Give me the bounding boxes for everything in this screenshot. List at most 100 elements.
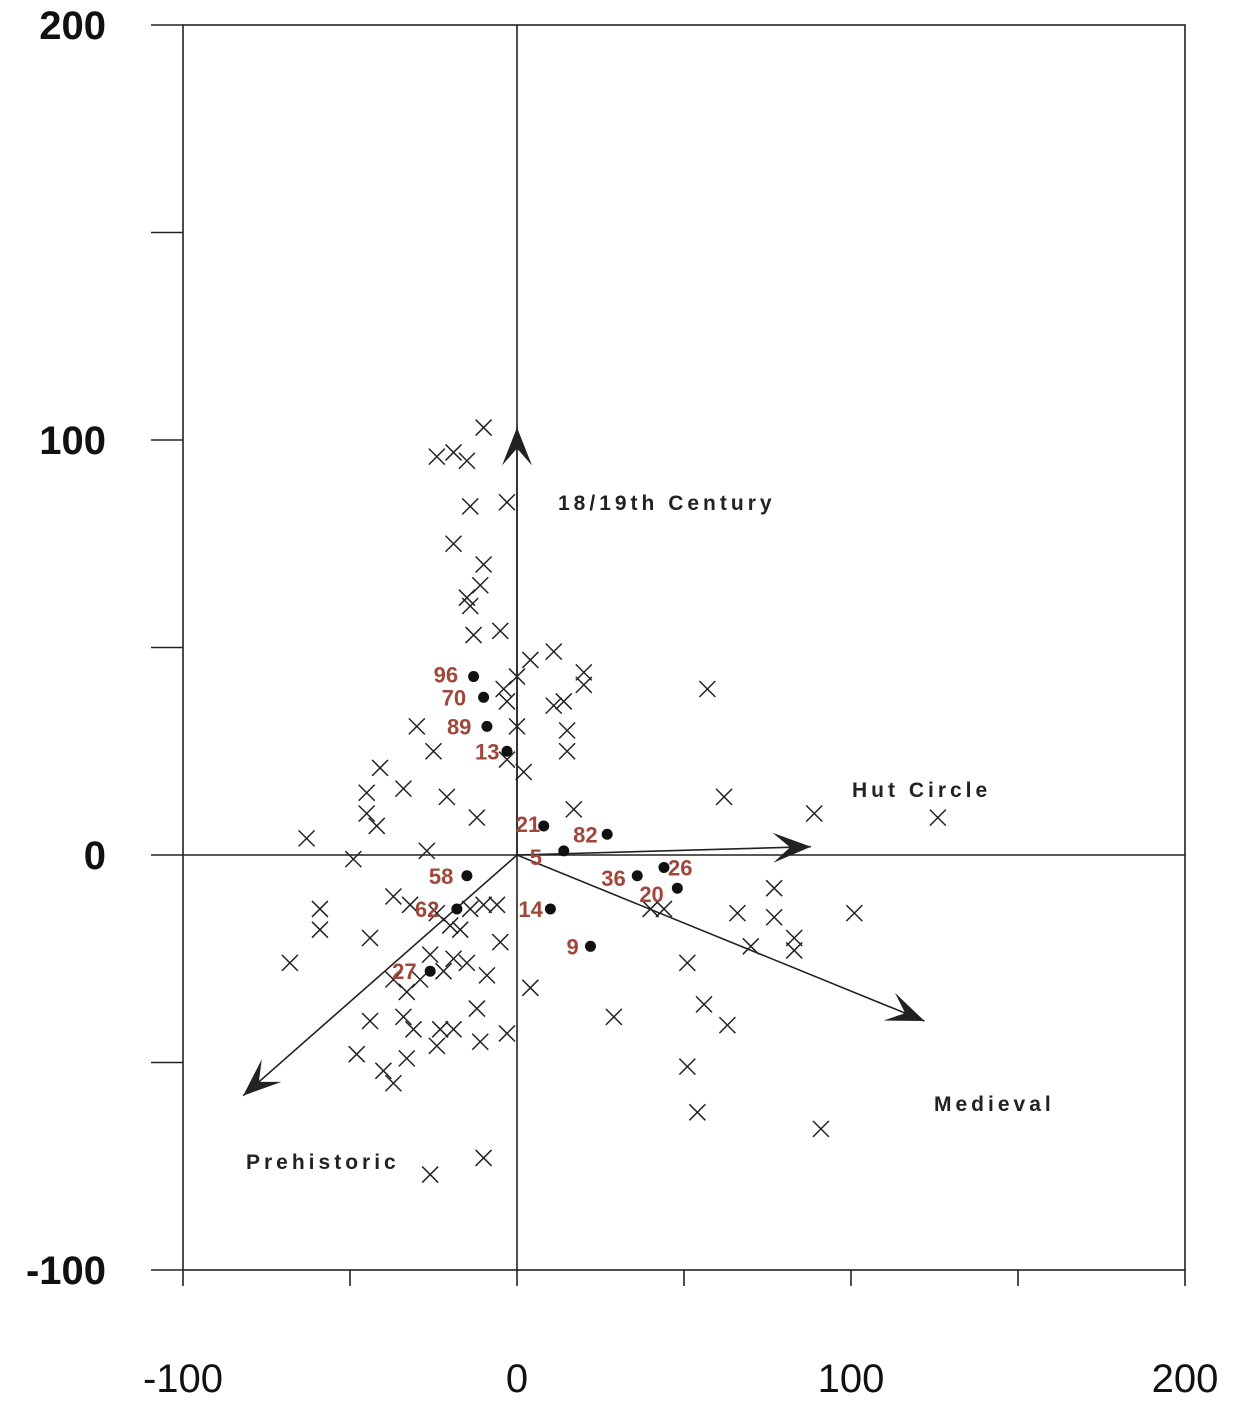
tick-labels: -100 0 100 200 200 100 0 -100 xyxy=(26,4,1218,1401)
cross-marker xyxy=(461,497,479,515)
cross-marker xyxy=(311,921,329,939)
cross-marker xyxy=(698,680,716,698)
plot-frame xyxy=(182,24,1186,1271)
cross-stroke xyxy=(458,589,476,607)
biplot-vectors: 18/19th Century Hut Circle Medieval Prehist… xyxy=(242,427,1051,1174)
cross-marker xyxy=(451,921,469,939)
cross-marker xyxy=(358,804,376,823)
cross-stroke xyxy=(475,419,493,437)
cross-marker xyxy=(695,995,713,1013)
cross-marker xyxy=(785,941,803,959)
cross-stroke xyxy=(465,626,483,644)
cross-marker xyxy=(742,937,760,955)
point-label: 20 xyxy=(639,882,663,907)
x-tick-label: -100 xyxy=(143,1357,223,1401)
cross-marker xyxy=(401,896,419,914)
cross-stroke xyxy=(498,692,516,710)
cross-marker xyxy=(421,946,439,964)
cross-marker xyxy=(468,809,486,827)
cross-stroke xyxy=(371,759,389,777)
cross-marker xyxy=(555,692,573,710)
point-dot xyxy=(538,820,550,832)
point-label: 14 xyxy=(518,897,543,922)
cross-marker xyxy=(398,1049,416,1067)
cross-stroke xyxy=(521,651,539,669)
y-tick-label: -100 xyxy=(26,1249,106,1293)
cross-stroke xyxy=(468,1000,486,1018)
cross-stroke xyxy=(478,966,496,984)
cross-stroke xyxy=(558,742,576,760)
cross-stroke xyxy=(805,804,823,823)
cross-stroke xyxy=(445,535,463,553)
cross-stroke xyxy=(642,900,660,918)
point-dot xyxy=(478,691,490,703)
cross-stroke xyxy=(434,962,453,980)
cross-marker xyxy=(558,742,576,760)
y-tick-label: 0 xyxy=(84,834,106,878)
vector-label: Hut Circle xyxy=(852,779,991,802)
cross-stroke xyxy=(471,1033,489,1051)
cross-marker xyxy=(475,1149,493,1167)
cross-marker xyxy=(488,896,506,914)
cross-marker xyxy=(358,784,376,802)
cross-stroke xyxy=(475,555,493,574)
point-label: 70 xyxy=(442,685,466,710)
cross-marker xyxy=(465,626,483,644)
cross-stroke xyxy=(491,933,509,951)
cross-marker xyxy=(344,850,362,868)
cross-stroke xyxy=(398,983,416,1001)
cross-stroke xyxy=(428,448,446,466)
y-tick-label: 100 xyxy=(39,419,106,463)
cross-stroke xyxy=(394,1008,412,1026)
point-label: 9 xyxy=(566,934,578,959)
cross-stroke xyxy=(765,879,783,897)
cross-marker xyxy=(565,800,583,818)
cross-marker xyxy=(655,900,673,918)
x-tick-label: 0 xyxy=(506,1357,528,1401)
cross-marker xyxy=(348,1045,366,1063)
cross-stroke xyxy=(929,809,947,827)
cross-stroke xyxy=(374,1062,392,1080)
cross-marker xyxy=(471,1033,489,1051)
cross-marker xyxy=(475,896,493,914)
cross-stroke xyxy=(438,788,456,806)
point-dot xyxy=(424,965,436,977)
point-dot xyxy=(544,903,556,915)
cross-stroke xyxy=(812,1120,830,1138)
cross-marker xyxy=(575,676,593,694)
cross-marker xyxy=(368,817,386,835)
point-dot xyxy=(584,940,596,952)
cross-stroke xyxy=(394,780,412,798)
cross-stroke xyxy=(498,751,516,769)
point-dot xyxy=(601,828,613,840)
vector-line xyxy=(516,854,925,1022)
point-dot xyxy=(631,870,643,882)
cross-stroke xyxy=(445,443,463,461)
cross-marker xyxy=(765,879,783,897)
point-label: 26 xyxy=(668,855,692,880)
cross-stroke xyxy=(715,788,733,806)
cross-stroke xyxy=(545,643,563,661)
cross-stroke xyxy=(475,896,493,914)
cross-stroke xyxy=(361,929,379,947)
cross-marker xyxy=(431,1020,449,1038)
cross-stroke xyxy=(698,680,716,698)
cross-stroke xyxy=(688,1103,706,1121)
cross-stroke xyxy=(458,452,476,470)
cross-points xyxy=(281,419,947,1184)
point-label: 62 xyxy=(415,897,439,922)
cross-stroke xyxy=(445,950,463,968)
cross-stroke xyxy=(678,954,696,972)
cross-stroke xyxy=(845,904,863,922)
cross-marker xyxy=(441,917,459,935)
cross-marker xyxy=(468,1000,486,1018)
cross-stroke xyxy=(358,804,376,823)
cross-stroke xyxy=(384,970,402,989)
cross-marker xyxy=(298,829,316,847)
cross-stroke xyxy=(441,917,459,935)
cross-marker xyxy=(408,717,426,735)
cross-stroke xyxy=(565,800,583,818)
point-label: 96 xyxy=(434,663,458,688)
cross-marker xyxy=(785,929,803,947)
cross-marker xyxy=(718,1016,736,1034)
